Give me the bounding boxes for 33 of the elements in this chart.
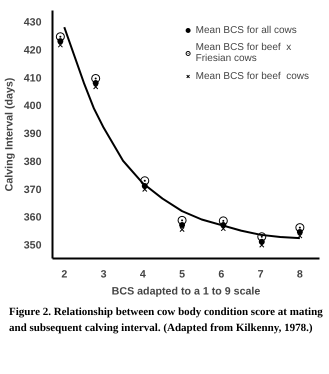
point bbox=[295, 223, 304, 232]
point bbox=[220, 226, 226, 232]
point bbox=[179, 226, 185, 232]
x-axis-title: BCS adapted to a 1 to 9 scale bbox=[112, 286, 260, 298]
y-tick-label: 430 bbox=[24, 16, 42, 29]
point bbox=[91, 74, 100, 83]
x-tick-label: 5 bbox=[179, 268, 186, 280]
y-tick-label: 370 bbox=[24, 184, 42, 196]
caption: Figure 2. Relationship between cow body condition score at mating and subsequent calving interval. (Adapted from Kilkenny, 1978.) bbox=[9, 305, 324, 336]
y-tick-label: 380 bbox=[24, 156, 42, 168]
point bbox=[178, 216, 187, 225]
x-tick-label: 7 bbox=[258, 268, 264, 280]
point bbox=[56, 32, 65, 42]
point bbox=[259, 242, 264, 248]
legend-label: Mean BCS for beef cows bbox=[196, 70, 309, 82]
legend-label: Mean BCS for all cows bbox=[196, 24, 297, 36]
y-tick-label: 400 bbox=[24, 100, 42, 112]
legend-label: Mean BCS for beef x Friesian cows bbox=[196, 42, 292, 64]
x-tick-label: 4 bbox=[140, 268, 146, 280]
point bbox=[257, 232, 266, 242]
y-tick-label: 350 bbox=[24, 240, 42, 252]
x-tick-label: 3 bbox=[100, 268, 107, 280]
x-tick-label: 8 bbox=[296, 268, 303, 280]
x-tick-label: 2 bbox=[61, 268, 68, 280]
y-tick-label: 390 bbox=[24, 128, 42, 140]
y-axis-title: Calving Interval (days) bbox=[4, 77, 16, 192]
y-tick-label: 420 bbox=[24, 44, 42, 57]
y-tick-label: 410 bbox=[24, 72, 42, 84]
point bbox=[218, 216, 228, 226]
x-tick-label: 6 bbox=[218, 268, 224, 280]
point bbox=[93, 84, 98, 90]
point bbox=[140, 176, 150, 186]
y-tick-label: 360 bbox=[24, 212, 42, 224]
